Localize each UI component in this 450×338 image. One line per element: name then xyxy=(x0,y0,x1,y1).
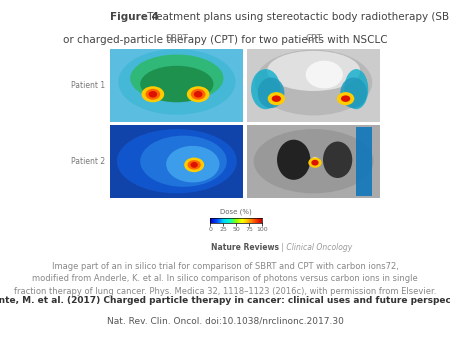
Text: or charged-particle therapy (CPT) for two patients with NSCLC: or charged-particle therapy (CPT) for tw… xyxy=(63,35,387,46)
Text: SBRT: SBRT xyxy=(166,34,188,43)
Ellipse shape xyxy=(118,49,235,115)
Ellipse shape xyxy=(258,77,284,108)
Ellipse shape xyxy=(142,86,164,102)
Ellipse shape xyxy=(340,77,367,108)
Text: Nature Reviews: Nature Reviews xyxy=(211,243,279,252)
Ellipse shape xyxy=(191,89,206,100)
Text: Patient 2: Patient 2 xyxy=(71,157,105,166)
Text: Treatment plans using stereotactic body radiotherapy (SBRT): Treatment plans using stereotactic body … xyxy=(144,12,450,22)
Text: | Clinical Oncology: | Clinical Oncology xyxy=(279,243,352,252)
Text: Figure 4: Figure 4 xyxy=(110,12,159,22)
Ellipse shape xyxy=(190,162,198,168)
Ellipse shape xyxy=(148,91,157,98)
Bar xyxy=(110,125,243,198)
Bar xyxy=(247,49,380,122)
Ellipse shape xyxy=(188,160,201,170)
Ellipse shape xyxy=(117,129,237,193)
Ellipse shape xyxy=(308,158,322,168)
Ellipse shape xyxy=(311,160,319,166)
Ellipse shape xyxy=(311,157,319,166)
Ellipse shape xyxy=(140,136,227,187)
Ellipse shape xyxy=(130,54,224,102)
Ellipse shape xyxy=(255,50,372,116)
Ellipse shape xyxy=(337,92,354,105)
Ellipse shape xyxy=(268,92,285,105)
Ellipse shape xyxy=(272,95,281,102)
Ellipse shape xyxy=(277,140,310,180)
Text: CPT: CPT xyxy=(305,34,322,43)
Bar xyxy=(356,127,372,196)
Ellipse shape xyxy=(187,86,210,102)
Bar xyxy=(247,125,380,198)
Ellipse shape xyxy=(194,91,202,98)
Ellipse shape xyxy=(344,69,368,109)
Text: Image part of an in silico trial for comparison of SBRT and CPT with carbon ions: Image part of an in silico trial for com… xyxy=(14,262,436,296)
Text: Dose (%): Dose (%) xyxy=(220,209,252,215)
Text: Nat. Rev. Clin. Oncol. doi:10.1038/nrclinonc.2017.30: Nat. Rev. Clin. Oncol. doi:10.1038/nrcli… xyxy=(107,316,343,325)
Text: Patient 1: Patient 1 xyxy=(71,81,105,90)
Ellipse shape xyxy=(184,158,204,172)
Ellipse shape xyxy=(166,146,220,183)
Ellipse shape xyxy=(251,69,280,109)
Ellipse shape xyxy=(306,61,343,89)
Bar xyxy=(110,49,243,122)
Ellipse shape xyxy=(323,142,352,178)
Ellipse shape xyxy=(140,66,213,102)
Ellipse shape xyxy=(267,51,360,91)
Ellipse shape xyxy=(145,89,160,100)
Ellipse shape xyxy=(254,129,374,193)
Ellipse shape xyxy=(341,95,350,102)
Text: Durante, M. et al. (2017) Charged particle therapy in cancer: clinical uses and : Durante, M. et al. (2017) Charged partic… xyxy=(0,296,450,305)
